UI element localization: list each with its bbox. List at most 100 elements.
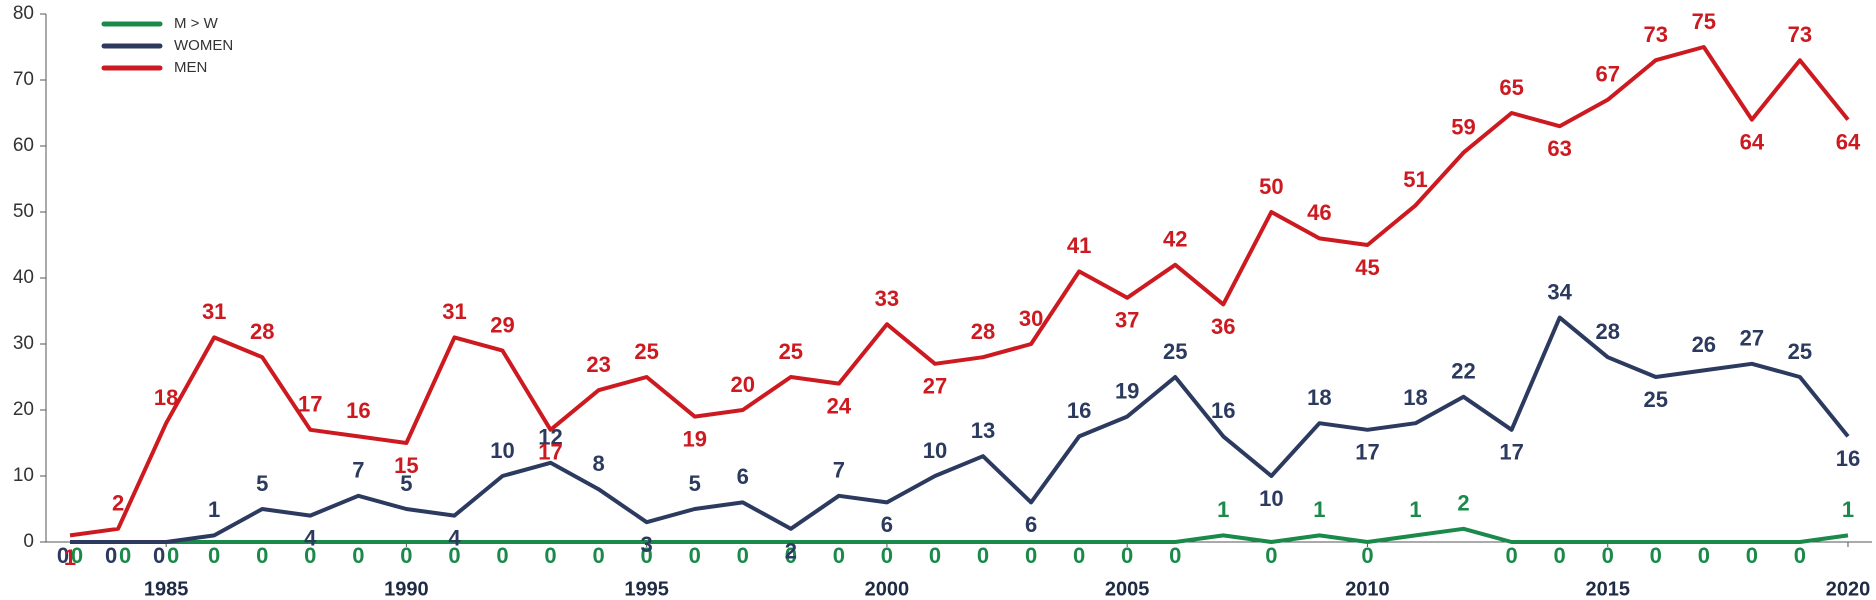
value-label: 0 xyxy=(1265,543,1277,568)
x-tick-label: 1990 xyxy=(384,578,429,600)
y-tick-label: 10 xyxy=(13,465,34,486)
value-label: 25 xyxy=(634,339,658,364)
value-label: 6 xyxy=(737,464,749,489)
value-label: 0 xyxy=(881,543,893,568)
value-label: 0 xyxy=(496,543,508,568)
value-label: 46 xyxy=(1307,200,1331,225)
value-label: 73 xyxy=(1788,22,1812,47)
value-label: 15 xyxy=(394,453,418,478)
value-label: 1 xyxy=(1842,497,1854,522)
value-label: 0 xyxy=(256,543,268,568)
value-label: 18 xyxy=(154,385,178,410)
value-label: 50 xyxy=(1259,174,1283,199)
value-label: 31 xyxy=(442,299,466,324)
value-label: 1 xyxy=(1217,497,1229,522)
value-label: 27 xyxy=(923,374,947,399)
value-label: 34 xyxy=(1547,279,1572,304)
value-label: 29 xyxy=(490,312,514,337)
value-label: 3 xyxy=(641,532,653,557)
value-label: 0 xyxy=(737,543,749,568)
value-label: 28 xyxy=(1595,319,1619,344)
value-label: 17 xyxy=(538,440,562,465)
value-label: 0 xyxy=(1794,543,1806,568)
value-label: 0 xyxy=(57,543,69,568)
value-label: 25 xyxy=(1644,387,1668,412)
value-label: 25 xyxy=(779,339,803,364)
value-label: 30 xyxy=(1019,306,1043,331)
value-label: 73 xyxy=(1644,22,1668,47)
value-label: 16 xyxy=(1067,398,1091,423)
y-tick-label: 70 xyxy=(13,69,34,90)
value-label: 0 xyxy=(1602,543,1614,568)
value-label: 45 xyxy=(1355,255,1379,280)
value-label: 0 xyxy=(167,543,179,568)
value-label: 28 xyxy=(250,319,274,344)
value-label: 0 xyxy=(304,543,316,568)
legend-label: M > W xyxy=(174,15,219,32)
value-label: 37 xyxy=(1115,308,1139,333)
value-label: 0 xyxy=(833,543,845,568)
value-label: 0 xyxy=(1025,543,1037,568)
value-label: 0 xyxy=(1121,543,1133,568)
value-label: 0 xyxy=(785,543,797,568)
value-label: 0 xyxy=(153,543,165,568)
value-label: 5 xyxy=(689,471,701,496)
series-line xyxy=(69,45,1850,538)
value-label: 0 xyxy=(689,543,701,568)
x-tick-label: 2010 xyxy=(1345,578,1390,600)
value-label: 0 xyxy=(592,543,604,568)
y-tick-label: 80 xyxy=(13,3,34,24)
value-label: 64 xyxy=(1740,129,1765,154)
legend-label: WOMEN xyxy=(174,37,233,54)
value-label: 16 xyxy=(346,398,370,423)
value-label: 25 xyxy=(1788,339,1812,364)
value-label: 2 xyxy=(785,539,797,564)
value-label: 10 xyxy=(923,438,947,463)
x-tick-label: 2020 xyxy=(1826,578,1871,600)
y-tick-label: 40 xyxy=(13,267,34,288)
value-label: 0 xyxy=(1554,543,1566,568)
value-label: 16 xyxy=(1211,398,1235,423)
value-label: 1 xyxy=(1313,497,1325,522)
value-label: 18 xyxy=(1403,385,1427,410)
value-label: 27 xyxy=(1740,326,1764,351)
y-tick-label: 20 xyxy=(13,399,34,420)
value-label: 67 xyxy=(1595,62,1619,87)
value-label: 64 xyxy=(1836,129,1861,154)
value-label: 1 xyxy=(64,545,76,570)
value-label: 36 xyxy=(1211,314,1235,339)
x-tick-label: 1985 xyxy=(144,578,189,600)
y-tick-label: 50 xyxy=(13,201,34,222)
value-label: 42 xyxy=(1163,227,1187,252)
value-label: 0 xyxy=(1361,543,1373,568)
value-label: 0 xyxy=(1073,543,1085,568)
value-label: 17 xyxy=(1355,440,1379,465)
y-tick-label: 30 xyxy=(13,333,34,354)
value-label: 12 xyxy=(538,425,562,450)
value-label: 0 xyxy=(929,543,941,568)
value-label: 6 xyxy=(1025,512,1037,537)
value-label: 18 xyxy=(1307,385,1331,410)
x-tick-label: 2015 xyxy=(1585,578,1630,600)
value-label: 0 xyxy=(1505,543,1517,568)
value-label: 4 xyxy=(304,525,317,550)
value-label: 2 xyxy=(1457,491,1469,516)
value-label: 4 xyxy=(448,525,461,550)
value-label: 0 xyxy=(1169,543,1181,568)
value-label: 22 xyxy=(1451,359,1475,384)
value-label: 65 xyxy=(1499,75,1523,100)
x-tick-label: 2005 xyxy=(1105,578,1150,600)
value-label: 31 xyxy=(202,299,226,324)
value-label: 51 xyxy=(1403,167,1427,192)
value-label: 0 xyxy=(71,543,83,568)
y-tick-label: 60 xyxy=(13,135,34,156)
value-label: 28 xyxy=(971,319,995,344)
value-label: 23 xyxy=(586,352,610,377)
x-tick-label: 1995 xyxy=(624,578,669,600)
series-line xyxy=(70,526,1849,544)
value-label: 7 xyxy=(833,458,845,483)
y-tick-label: 0 xyxy=(23,531,34,552)
value-label: 16 xyxy=(1836,446,1860,471)
value-label: 0 xyxy=(977,543,989,568)
value-label: 20 xyxy=(731,372,755,397)
